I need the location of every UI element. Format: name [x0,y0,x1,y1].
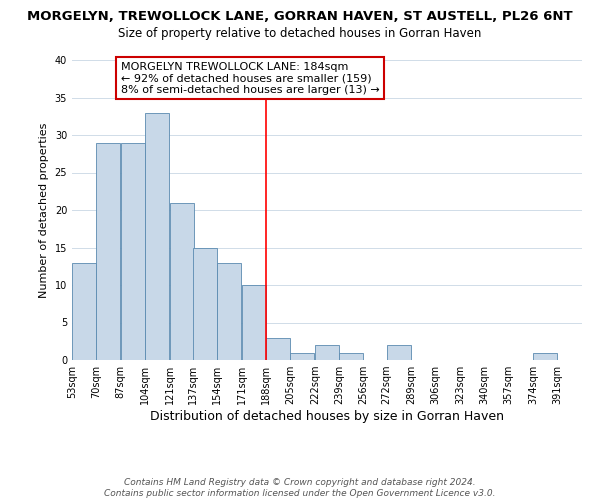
Text: Contains HM Land Registry data © Crown copyright and database right 2024.
Contai: Contains HM Land Registry data © Crown c… [104,478,496,498]
X-axis label: Distribution of detached houses by size in Gorran Haven: Distribution of detached houses by size … [150,410,504,423]
Bar [533,352,557,360]
Bar [72,262,96,360]
Bar [315,345,339,360]
Bar [242,285,266,360]
Bar [386,345,410,360]
Text: MORGELYN, TREWOLLOCK LANE, GORRAN HAVEN, ST AUSTELL, PL26 6NT: MORGELYN, TREWOLLOCK LANE, GORRAN HAVEN,… [27,10,573,23]
Bar [145,112,169,360]
Text: MORGELYN TREWOLLOCK LANE: 184sqm
← 92% of detached houses are smaller (159)
8% o: MORGELYN TREWOLLOCK LANE: 184sqm ← 92% o… [121,62,380,94]
Bar [290,352,314,360]
Bar [170,202,194,360]
Bar [97,142,121,360]
Y-axis label: Number of detached properties: Number of detached properties [39,122,49,298]
Bar [193,248,217,360]
Text: Size of property relative to detached houses in Gorran Haven: Size of property relative to detached ho… [118,28,482,40]
Bar [339,352,363,360]
Bar [266,338,290,360]
Bar [217,262,241,360]
Bar [121,142,145,360]
